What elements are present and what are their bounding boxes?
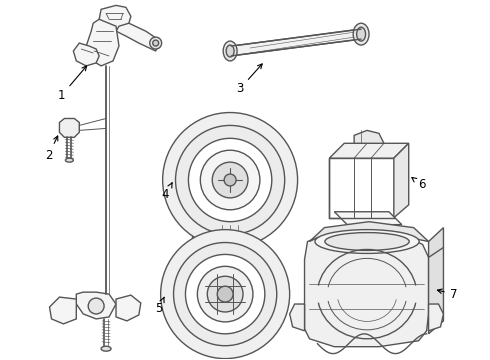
Text: 5: 5 — [155, 297, 164, 315]
Polygon shape — [310, 222, 429, 242]
Polygon shape — [329, 143, 409, 158]
Ellipse shape — [315, 230, 419, 253]
Polygon shape — [49, 297, 76, 324]
Circle shape — [173, 243, 277, 346]
Polygon shape — [290, 304, 305, 331]
Circle shape — [189, 138, 272, 222]
Text: 7: 7 — [438, 288, 457, 301]
Polygon shape — [334, 212, 402, 225]
Ellipse shape — [65, 158, 74, 162]
Polygon shape — [429, 304, 443, 331]
Polygon shape — [74, 43, 99, 66]
Polygon shape — [429, 228, 443, 334]
Circle shape — [163, 113, 297, 247]
Circle shape — [150, 37, 162, 49]
Circle shape — [88, 298, 104, 314]
Ellipse shape — [353, 23, 369, 45]
Polygon shape — [205, 125, 248, 143]
Circle shape — [224, 174, 236, 186]
Polygon shape — [198, 239, 248, 261]
Text: 2: 2 — [45, 136, 58, 162]
Polygon shape — [86, 19, 119, 66]
Polygon shape — [99, 5, 131, 29]
Circle shape — [200, 150, 260, 210]
Circle shape — [217, 286, 233, 302]
Text: 6: 6 — [412, 177, 425, 192]
Polygon shape — [305, 235, 429, 347]
Circle shape — [153, 40, 159, 46]
Text: 4: 4 — [162, 183, 172, 201]
Polygon shape — [116, 23, 161, 51]
Polygon shape — [171, 142, 268, 227]
Text: 1: 1 — [58, 66, 87, 102]
Polygon shape — [166, 260, 272, 335]
Circle shape — [161, 230, 290, 359]
Text: 3: 3 — [236, 64, 262, 95]
Circle shape — [212, 162, 248, 198]
Ellipse shape — [325, 233, 409, 251]
Circle shape — [185, 255, 265, 334]
Polygon shape — [329, 158, 394, 218]
Polygon shape — [59, 118, 79, 137]
Ellipse shape — [226, 45, 234, 57]
Circle shape — [197, 266, 253, 322]
Polygon shape — [230, 29, 361, 56]
Ellipse shape — [101, 346, 111, 351]
Ellipse shape — [223, 41, 237, 61]
Ellipse shape — [357, 27, 366, 41]
Polygon shape — [354, 130, 384, 143]
Polygon shape — [76, 292, 116, 319]
Circle shape — [207, 276, 243, 312]
Polygon shape — [193, 225, 255, 247]
Polygon shape — [116, 295, 141, 321]
Circle shape — [175, 125, 285, 235]
Polygon shape — [394, 143, 409, 218]
